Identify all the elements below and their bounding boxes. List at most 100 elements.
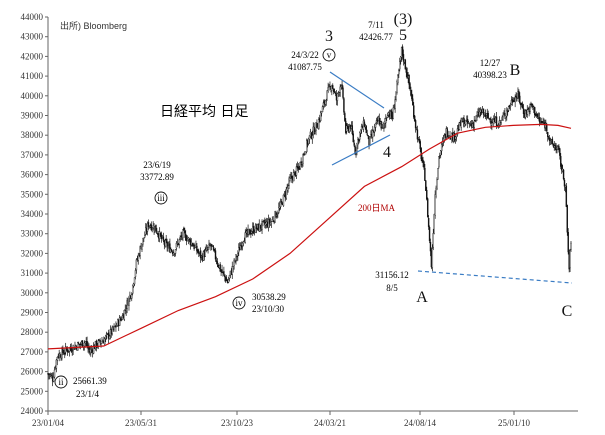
candle-body	[142, 237, 144, 245]
candle-body	[558, 146, 560, 151]
wave-v-marker-circle	[322, 48, 336, 62]
candle-body	[342, 87, 344, 98]
candle-body	[328, 85, 330, 90]
candle-body	[502, 114, 504, 118]
candle-body	[188, 238, 191, 241]
candle-body	[231, 266, 233, 275]
candle-body	[125, 308, 127, 312]
candle-body	[526, 109, 528, 115]
x-tick-label: 23/01/04	[32, 418, 65, 428]
candle-body	[71, 351, 73, 353]
candle-body	[439, 155, 441, 157]
x-tick-label: 24/08/14	[404, 418, 437, 428]
candle-body	[570, 242, 572, 250]
candle-body	[332, 85, 334, 89]
y-tick-label: 44000	[21, 12, 44, 22]
wave-ii-date: 23/1/4	[76, 389, 100, 399]
candle-body	[322, 102, 325, 107]
wave-5-value: 42426.77	[359, 32, 393, 42]
candle-body	[352, 133, 354, 143]
wave-v-date: 24/3/22	[291, 50, 319, 60]
candle-body	[157, 233, 159, 235]
candle-body	[56, 356, 59, 361]
candle-body	[516, 97, 518, 99]
wave-iii-marker-circle	[154, 191, 168, 205]
candle-body	[302, 154, 304, 164]
candle-body	[251, 231, 253, 234]
candle-body	[346, 125, 348, 132]
candle-body	[232, 266, 234, 268]
wave-ii-marker: ii	[58, 377, 64, 387]
candle-body	[559, 148, 561, 156]
candle-body	[164, 240, 166, 247]
y-tick-label: 42000	[21, 51, 44, 61]
candle-body	[402, 54, 405, 62]
candle-body	[240, 245, 243, 248]
candle-body	[473, 120, 475, 128]
candle-body	[427, 218, 430, 227]
ma-200-path	[47, 123, 572, 350]
candle-body	[425, 180, 427, 191]
candle-body	[437, 168, 439, 180]
candle-body	[408, 74, 410, 85]
candle-body	[159, 232, 162, 236]
candle-body	[460, 118, 462, 128]
candle-body	[410, 90, 412, 96]
y-tick-label: 26000	[21, 367, 44, 377]
candle-body	[79, 343, 82, 345]
ma-legend-label: 200日MA	[358, 203, 396, 213]
candle-body	[50, 374, 52, 377]
y-tick-label: 43000	[21, 32, 44, 42]
candle-body	[288, 178, 290, 186]
candle-body	[554, 144, 556, 148]
candle-body	[458, 122, 461, 130]
candle-body	[221, 269, 223, 273]
candle-body	[507, 106, 510, 111]
candle-body	[339, 86, 341, 93]
candle-body	[532, 105, 534, 108]
candle-body	[563, 179, 566, 187]
candle-body	[404, 59, 407, 70]
candle-body	[338, 92, 340, 94]
candle-body	[411, 93, 413, 100]
candle-body	[196, 245, 198, 252]
candle-body	[367, 135, 369, 137]
candle-body	[431, 248, 434, 268]
candle-body	[475, 115, 477, 122]
candle-body	[210, 245, 212, 247]
candle-body	[426, 189, 428, 200]
candle-body	[179, 236, 181, 239]
candle-body	[413, 115, 416, 122]
candle-body	[207, 247, 209, 250]
candle-body	[434, 194, 436, 216]
candle-body	[565, 185, 568, 207]
candle-body	[236, 255, 238, 258]
candle-body	[319, 112, 322, 122]
wave-4-label: 4	[383, 144, 391, 161]
candle-body	[98, 339, 100, 341]
candle-body	[132, 283, 135, 287]
y-tick-label: 36000	[21, 170, 44, 180]
y-tick-label: 33000	[21, 229, 44, 239]
candle-body	[283, 193, 286, 195]
candle-body	[150, 224, 152, 231]
wave-a-value: 31156.12	[375, 270, 408, 280]
candle-body	[185, 233, 187, 241]
candle-body	[529, 104, 531, 112]
candle-body	[318, 119, 320, 129]
candle-body	[55, 359, 58, 369]
wave-b-date: 12/27	[480, 58, 501, 68]
candle-body	[487, 113, 489, 119]
candle-body	[252, 226, 255, 234]
triangle-upper-line	[329, 71, 385, 109]
candle-body	[440, 144, 443, 152]
candle-body	[436, 179, 438, 190]
candle-body	[343, 98, 345, 113]
candle-body	[119, 318, 122, 320]
wave-c-label: C	[562, 303, 573, 320]
candle-body	[48, 373, 50, 376]
candle-body	[422, 159, 424, 163]
candle-body	[224, 274, 226, 278]
candle-body	[383, 123, 385, 128]
candle-body	[314, 131, 316, 134]
